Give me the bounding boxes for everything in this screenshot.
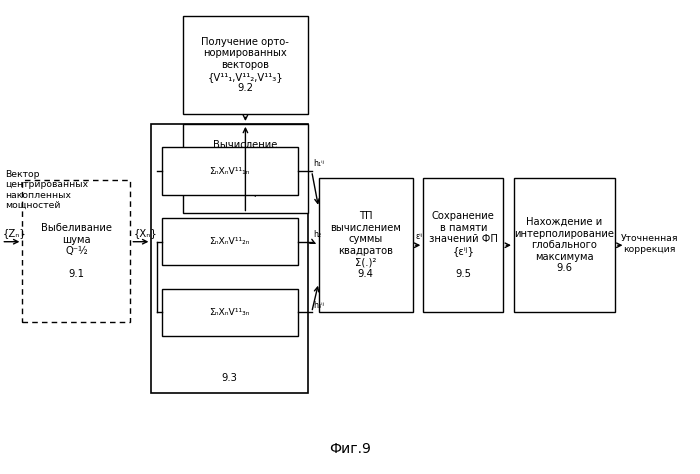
Text: {Zₙ}: {Zₙ} <box>3 228 27 238</box>
Text: ΤП
вычислением
суммы
квадратов
Σ(.)²
9.4: ΤП вычислением суммы квадратов Σ(.)² 9.4 <box>330 211 401 279</box>
Bar <box>183 124 308 213</box>
Text: Вектор
центрированных
накопленных
мощностей: Вектор центрированных накопленных мощнос… <box>5 170 88 210</box>
Bar <box>151 124 308 392</box>
Bar <box>514 178 615 312</box>
Text: Сохранение
в памяти
значений ФП
{εⁱʲ}

9.5: Сохранение в памяти значений ФП {εⁱʲ} 9.… <box>429 211 498 279</box>
Bar <box>162 218 298 265</box>
Text: h₁ⁱʲ: h₁ⁱʲ <box>314 159 325 168</box>
Text: ΣₙXₙV¹¹₃ₙ: ΣₙXₙV¹¹₃ₙ <box>209 308 250 317</box>
Text: Вычисление
взвешенных
сумм
для каждого
вектора: Вычисление взвешенных сумм для каждого в… <box>211 140 279 197</box>
Text: Выбеливание
шума
Q⁻½

9.1: Выбеливание шума Q⁻½ 9.1 <box>41 223 112 279</box>
Text: {Xₙ}: {Xₙ} <box>134 228 158 238</box>
Bar <box>183 16 308 115</box>
Bar <box>162 147 298 195</box>
Text: h₂: h₂ <box>314 230 322 239</box>
Bar <box>162 289 298 336</box>
Bar <box>424 178 503 312</box>
Text: ΣₙXₙV¹¹₂ₙ: ΣₙXₙV¹¹₂ₙ <box>209 237 250 246</box>
Text: h₃ⁱʲ: h₃ⁱʲ <box>314 301 325 310</box>
Text: εⁱʲ: εⁱʲ <box>416 232 423 241</box>
Text: 9.3: 9.3 <box>222 373 238 383</box>
Bar <box>318 178 413 312</box>
Bar <box>22 181 130 322</box>
Text: ΣₙXₙV¹¹₁ₙ: ΣₙXₙV¹¹₁ₙ <box>209 166 250 175</box>
Text: Фиг.9: Фиг.9 <box>329 442 371 456</box>
Text: Нахождение и
интерполирование
глобального
максимума
9.6: Нахождение и интерполирование глобальног… <box>514 217 615 273</box>
Text: Получение орто-
нормированных
векторов
{V¹¹₁,V¹¹₂,V¹¹₃}
9.2: Получение орто- нормированных векторов {… <box>202 37 289 93</box>
Text: Уточненная
коррекция: Уточненная коррекция <box>620 234 678 254</box>
